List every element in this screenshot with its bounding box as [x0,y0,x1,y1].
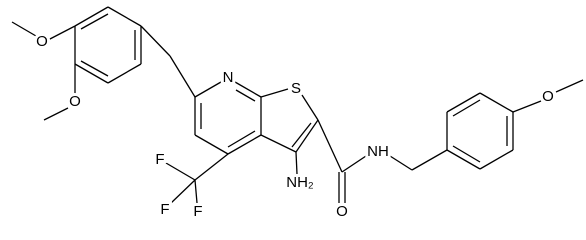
atom-label: F [193,203,202,220]
atom-label: NH [367,143,389,160]
bonds [11,6,584,205]
atom-label: O [36,33,48,50]
atom-label: N [223,69,234,86]
atom-labels: O O N S F F F NH₂ O NH O [33,30,557,223]
atom-label: O [69,93,81,110]
atom-label: O [336,203,348,220]
atom-label: NH₂ [286,174,314,191]
atom-label: O [542,88,554,105]
atom-label: F [155,151,164,168]
molecule-diagram: O O N S F F F NH₂ O NH O [11,6,584,223]
atom-label: S [291,80,301,97]
atom-label: F [160,201,169,218]
